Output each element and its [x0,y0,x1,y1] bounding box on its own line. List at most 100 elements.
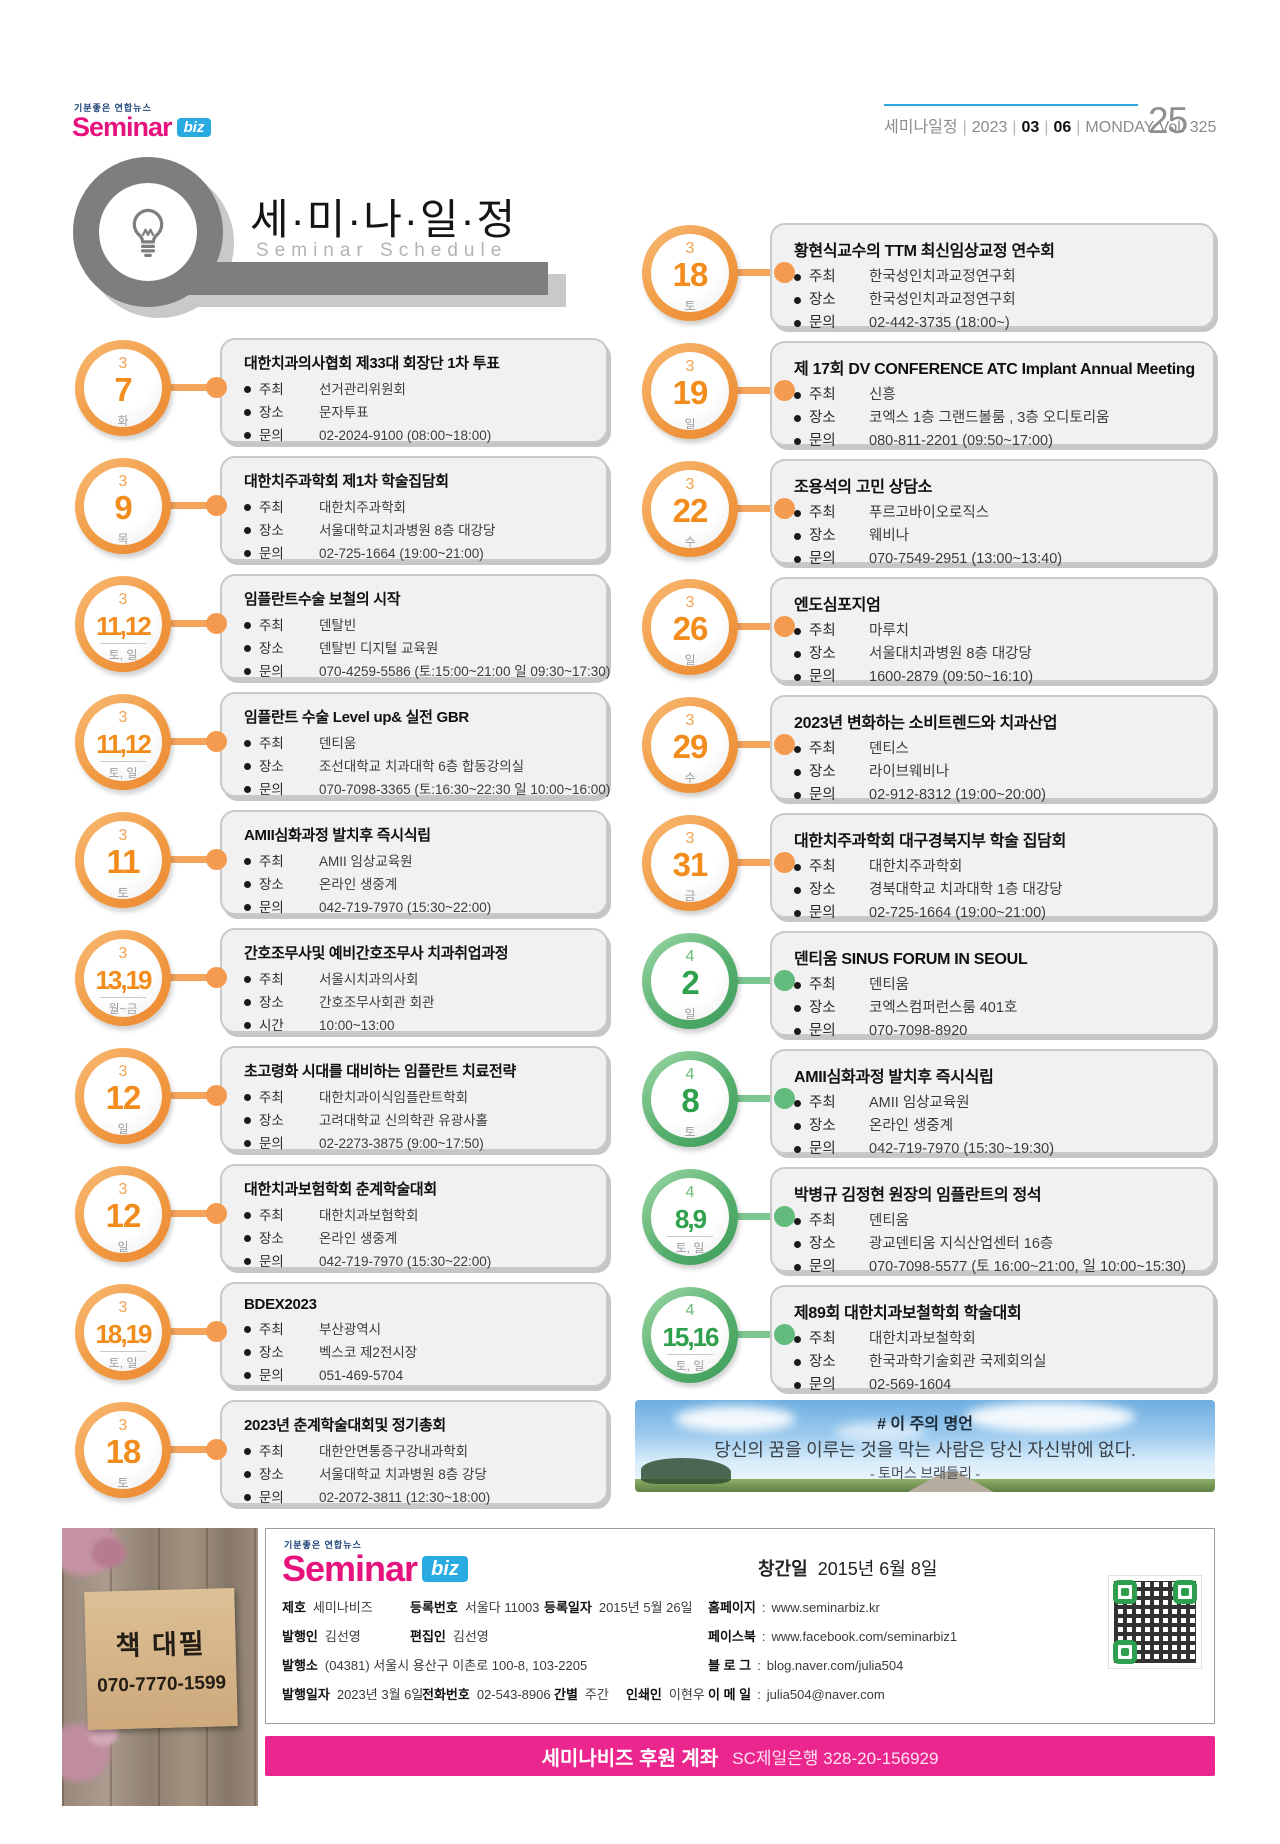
date-badge-inner: 4 15,16 토, 일 [651,1296,729,1374]
detail-label: 문의 [259,782,284,797]
date-badge-inner: 4 2 일 [651,942,729,1022]
date-day: 31 [672,845,709,883]
bullet-icon [794,533,801,540]
connector-dot [206,731,227,752]
connector-dot [206,1085,227,1106]
date-badge: 3 22 수 [642,461,738,557]
seminar-detail-row: 주최 덴티움 [244,732,592,755]
schedule-column-left: 대한치과의사협회 제33대 회장단 1차 투표 주최 선거관리위원회 장소 문자… [0,338,640,1518]
date-badge: 3 11 토 [75,812,171,908]
bullet-icon [794,415,801,422]
detail-label: 문의 [809,905,836,921]
seminar-detail-row: 장소 문자투표 [244,401,592,424]
founding-date-label: 창간일 [758,1559,808,1579]
bullet-icon [244,1471,251,1478]
connector-line [690,505,790,512]
seminar-detail-row: 장소 서울대학교 치과병원 8층 강당 [244,1463,592,1486]
date-weekday: 토 [117,1476,129,1491]
bullet-icon [794,438,801,445]
seminar-card: 임플란트 수술 Level up& 실전 GBR 주최 덴티움 장소 조선대학교… [220,692,610,797]
bullet-icon [244,1448,251,1455]
seminar-details: 주최 AMII 임상교육원 장소 온라인 생중계 문의 042-719-7970… [244,850,592,919]
seminar-title: 2023년 변화하는 소비트렌드와 치과산업 [794,715,1058,732]
bullet-icon [794,1336,801,1343]
date-day: 12 [105,1196,142,1234]
seminar-entry: 대한치주과학회 대구경북지부 학술 집담회 주최 대한치주과학회 장소 경북대학… [560,813,1220,921]
masthead-bar [150,262,548,295]
detail-value: 070-4259-5586 (토:15:00~21:00 일 09:30~17:… [319,664,611,679]
detail-label: 주최 [259,618,284,633]
bullet-icon [244,999,251,1006]
date-badge: 3 9 목 [75,458,171,554]
date-day: 18 [672,255,709,293]
seminar-detail-row: 주최 덴티스 [794,738,1199,761]
seminar-detail-row: 문의 02-725-1664 (19:00~21:00) [794,902,1199,925]
bullet-icon [244,1140,251,1147]
seminar-card: 2023년 변화하는 소비트렌드와 치과산업 주최 덴티스 장소 라이브웨비나 … [770,695,1215,803]
seminar-detail-row: 주최 대한치과보철학회 [794,1328,1199,1351]
seminar-detail-row: 문의 042-719-7970 (15:30~19:30) [794,1138,1199,1161]
date-month: 4 [685,1184,695,1201]
date-month: 3 [118,709,128,726]
date-month: 3 [118,1299,128,1316]
ad-title: 책 대필 [115,1628,207,1661]
seminar-details: 주최 한국성인치과교정연구회 장소 한국성인치과교정연구회 문의 02-442-… [794,266,1199,335]
detail-label: 문의 [259,1368,284,1383]
publication-info-cell: 편집인 김선영 [410,1629,489,1644]
date-badge-inner: 3 11,12 토, 일 [84,703,162,781]
date-day: 19 [672,373,709,411]
detail-value: 덴탈빈 디지털 교육원 [319,641,439,656]
date-month: 3 [118,355,128,372]
bullet-icon [244,550,251,557]
seminar-detail-row: 문의 070-4259-5586 (토:15:00~21:00 일 09:30~… [244,660,610,683]
seminar-detail-row: 장소 경북대학교 치과대학 1층 대강당 [794,879,1199,902]
date-month: 3 [118,945,128,962]
detail-label: 문의 [809,551,836,567]
publication-info-row: 발행소 (04381) 서울시 용산구 이촌로 100-8, 103-2205 [282,1655,702,1684]
date-weekday: 일 [684,1007,696,1022]
date-weekday: 수 [684,535,696,550]
bullet-icon [794,628,801,635]
seminar-title: BDEX2023 [244,1296,317,1313]
date-badge: 4 8 토 [642,1051,738,1147]
detail-value: 간호조무사회관 회관 [319,995,435,1010]
seminar-title: 제89회 대한치과보철학회 학술대회 [794,1305,1022,1322]
connector-dot [774,1206,795,1227]
detail-value: 고려대학교 신의학관 유광사홀 [319,1113,488,1128]
detail-value: 02-725-1664 (19:00~21:00) [869,905,1046,921]
detail-label: 주최 [259,972,284,987]
date-divider [100,996,146,998]
seminar-detail-row: 문의 070-7098-8920 [794,1020,1199,1043]
detail-value: 070-7098-3365 (토:16:30~22:30 일 10:00~16:… [319,782,611,797]
seminar-detail-row: 장소 한국과학기술회관 국제회의실 [794,1351,1199,1374]
detail-value: 02-442-3735 (18:00~) [869,315,1010,331]
date-weekday: 월~금 [108,1002,138,1016]
date-badge: 3 18 토 [642,225,738,321]
date-day: 22 [672,491,709,529]
bullet-icon [794,769,801,776]
publication-links: 홈페이지: www.seminarbiz.kr 페이스북: www.facebook.… [708,1597,1088,1713]
bullet-icon [244,504,251,511]
sponsor-account-banner: 세미나비즈 후원 계좌 SC제일은행 328-20-156929 [265,1736,1215,1776]
detail-value: 조선대학교 치과대학 6층 합동강의실 [319,759,525,774]
detail-value: 대한치주과학회 [869,859,963,875]
seminar-detail-row: 문의 1600-2879 (09:50~16:10) [794,666,1199,689]
detail-label: 장소 [259,1231,284,1246]
date-day: 11 [106,842,141,880]
bullet-icon [794,1218,801,1225]
detail-value: 070-7098-8920 [869,1023,968,1039]
seminar-detail-row: 주최 푸르고바이오로직스 [794,502,1199,525]
publication-info-cell: 등록일자 2015년 5월 26일 [544,1600,693,1615]
detail-label: 장소 [809,528,836,544]
bullet-icon [244,1258,251,1265]
publication-link-row: 홈페이지: www.seminarbiz.kr [708,1600,880,1615]
publication-info-cell: 간별 주간 [554,1687,609,1702]
seminar-entry: 제 17회 DV CONFERENCE ATC Implant Annual M… [560,341,1220,449]
seminar-card: 2023년 춘계학술대회및 정기총회 주최 대한안면통증구강내과학회 장소 서울… [220,1400,608,1505]
date-badge: 3 19 일 [642,343,738,439]
bullet-icon [244,1022,251,1029]
detail-label: 장소 [259,995,284,1010]
seminar-details: 주최 푸르고바이오로직스 장소 웨비나 문의 070-7549-2951 (13… [794,502,1199,571]
connector-line [690,387,790,394]
